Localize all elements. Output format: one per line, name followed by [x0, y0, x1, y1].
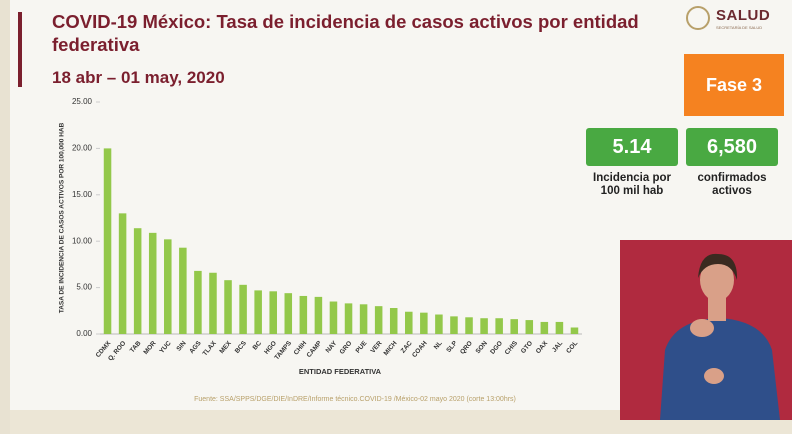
y-tick-label: 5.00 — [76, 283, 92, 292]
title: COVID-19 México: Tasa de incidencia de c… — [52, 11, 639, 55]
bar — [284, 293, 293, 334]
x-tick-label: CHIS — [504, 339, 520, 356]
interpreter-figure — [660, 253, 780, 420]
y-tick-label: 0.00 — [76, 329, 92, 338]
source: Fuente: SSA/SPPS/DGE/DIE/InDRE/Informe t… — [194, 396, 516, 403]
x-tick-label: NL — [433, 340, 444, 351]
bar — [480, 318, 488, 334]
title-accent — [18, 12, 22, 87]
x-tick-label: MOR — [142, 340, 157, 356]
interpreter-neck — [708, 295, 726, 321]
logo-subtitle: SECRETARÍA DE SALUD — [716, 25, 763, 30]
indicator-value: 6,580 — [686, 128, 778, 166]
logo-seal — [686, 6, 710, 30]
bar — [254, 290, 262, 334]
bar — [555, 321, 564, 334]
side-decoration — [0, 0, 10, 434]
interpreter-hand — [704, 368, 724, 384]
bar — [510, 319, 518, 334]
bar — [525, 320, 534, 334]
x-tick-label: COL — [565, 340, 579, 355]
x-tick-label: DGO — [489, 340, 504, 356]
bar — [495, 318, 503, 334]
x-tick-label: SIN — [175, 340, 188, 353]
bar — [314, 296, 323, 334]
x-tick-label: OAX — [535, 339, 550, 355]
interpreter-hair — [698, 253, 738, 280]
x-tick-label: YUC — [158, 340, 172, 355]
bar — [329, 301, 338, 334]
bar — [540, 321, 549, 334]
bar — [374, 306, 383, 334]
bar — [389, 308, 398, 334]
phase-badge: Fase 3 — [684, 54, 784, 116]
x-tick-label: GRO — [338, 340, 353, 356]
interpreter-hand — [690, 319, 714, 337]
bar — [359, 304, 368, 334]
x-tick-label: TLAX — [202, 339, 219, 357]
x-tick-label: JAL — [551, 340, 564, 354]
y-tick-label: 10.00 — [72, 236, 93, 245]
subtitle: 18 abr – 01 may, 2020 — [52, 68, 225, 87]
bar — [344, 303, 353, 334]
x-tick-label: SON — [475, 340, 490, 356]
bar — [239, 284, 247, 334]
bar — [269, 291, 277, 334]
indicator-value: 5.14 — [586, 128, 678, 166]
indicator-label: confirmados activos — [697, 172, 767, 197]
bar — [435, 314, 443, 334]
interpreter-video — [620, 240, 792, 420]
x-tick-label: SLP — [445, 339, 459, 354]
bar — [194, 270, 202, 334]
x-axis-label: ENTIDAD FEDERATIVA — [299, 367, 382, 376]
x-tick-label: MICH — [383, 340, 399, 357]
x-tick-label: COAH — [411, 340, 429, 359]
x-tick-label: QRO — [459, 340, 474, 356]
x-tick-label: NAY — [325, 339, 339, 354]
x-tick-label: GTO — [520, 340, 534, 355]
x-tick-label: BC — [252, 340, 264, 352]
bar — [570, 327, 579, 334]
x-tick-label: BCS — [234, 339, 249, 355]
bar — [179, 247, 187, 334]
bar — [133, 228, 142, 334]
logo: SALUD — [716, 7, 771, 24]
bar — [148, 232, 157, 334]
y-tick-label: 20.00 — [72, 144, 93, 153]
bar — [103, 148, 112, 334]
x-tick-label: CAMP — [306, 339, 324, 359]
bar — [405, 311, 413, 334]
y-tick-label: 15.00 — [72, 190, 93, 199]
bar — [118, 213, 127, 334]
bar — [465, 317, 473, 334]
y-tick-label: 25.00 — [72, 97, 93, 106]
x-tick-label: PUE — [354, 339, 368, 354]
interpreter-body — [660, 318, 780, 420]
bar — [209, 272, 217, 334]
y-axis-label: TASA DE INCIDENCIA DE CASOS ACTIVOS POR … — [59, 122, 66, 313]
interpreter-head — [700, 259, 734, 301]
bar — [420, 312, 428, 334]
bar — [224, 280, 232, 334]
x-tick-label: TAB — [129, 340, 143, 355]
indicator-label: Incidencia por 100 mil hab — [593, 172, 671, 197]
bar — [299, 295, 308, 334]
bar — [450, 316, 458, 334]
x-tick-label: TAMPS — [273, 339, 293, 361]
bar — [164, 239, 172, 334]
x-tick-label: MEX — [218, 339, 233, 355]
